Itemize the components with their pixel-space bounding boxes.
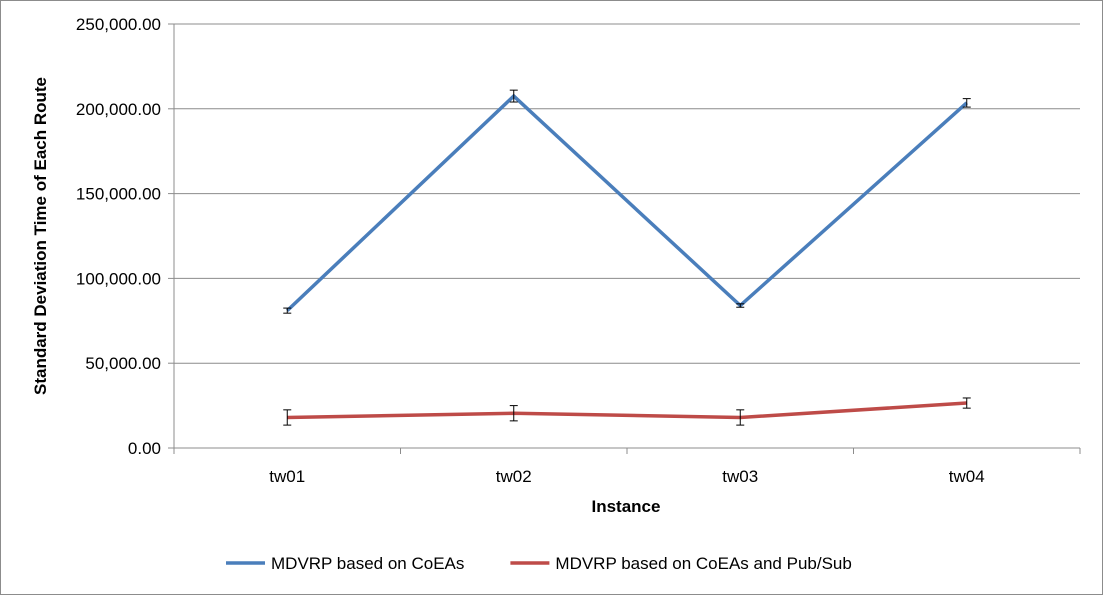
- legend-label: MDVRP based on CoEAs: [271, 554, 464, 573]
- series-line: [287, 401, 967, 420]
- y-tick-labels: 0.00 50,000.00 100,000.00 150,000.00 200,000…: [76, 15, 161, 458]
- y-tick-label: 250,000.00: [76, 15, 161, 34]
- series-line: [286, 93, 968, 312]
- legend-label: MDVRP based on CoEAs and Pub/Sub: [555, 554, 851, 573]
- x-tick-label: tw02: [496, 467, 532, 486]
- series-layer: [283, 89, 971, 426]
- legend: MDVRP based on CoEAs MDVRP based on CoEAs…: [226, 554, 852, 573]
- x-tick-label: tw01: [269, 467, 305, 486]
- y-tick-label: 0.00: [128, 439, 161, 458]
- y-tick-label: 200,000.00: [76, 100, 161, 119]
- y-tick-label: 50,000.00: [85, 354, 161, 373]
- x-tick-labels: tw01 tw02 tw03 tw04: [269, 467, 984, 486]
- x-tick-label: tw03: [722, 467, 758, 486]
- x-tick-label: tw04: [949, 467, 985, 486]
- gridlines: [174, 23, 1080, 364]
- y-tick-label: 150,000.00: [76, 185, 161, 204]
- axes: [168, 23, 1081, 454]
- y-tick-label: 100,000.00: [76, 269, 161, 288]
- y-axis-title: Standard Deviation Time of Each Route: [31, 77, 50, 395]
- x-axis-title: Instance: [592, 497, 661, 516]
